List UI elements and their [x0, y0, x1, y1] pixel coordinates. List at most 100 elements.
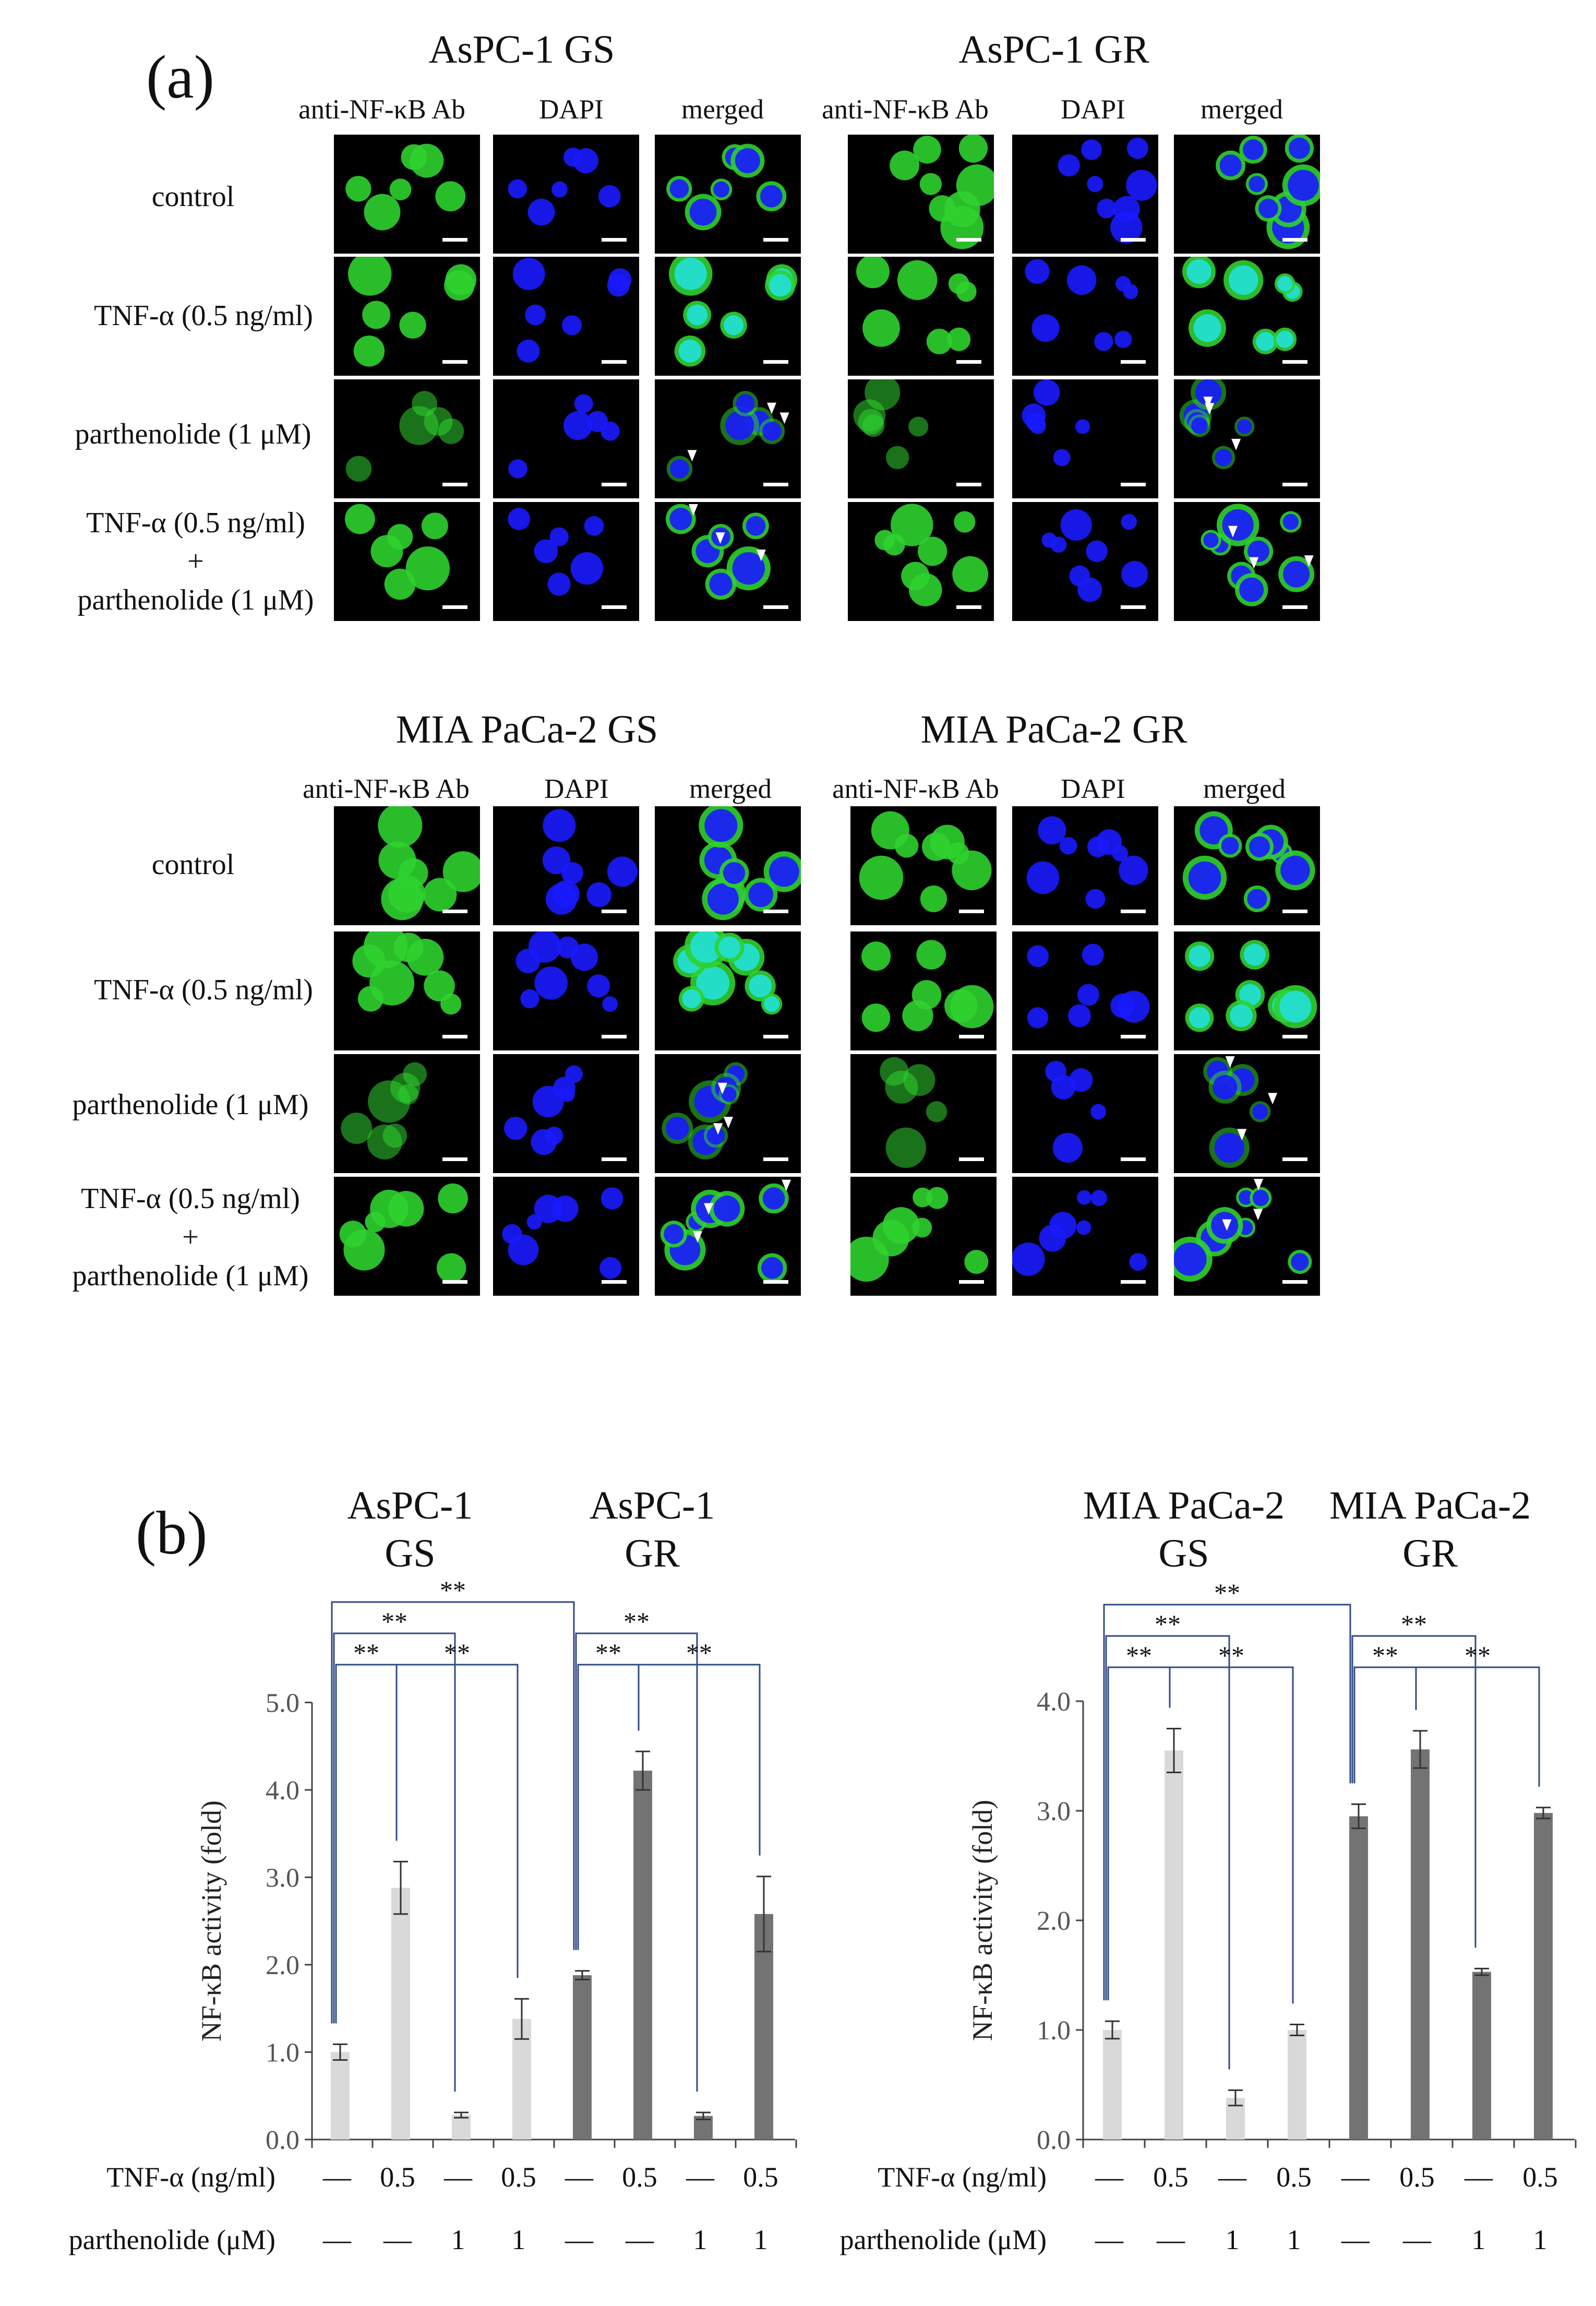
micrograph-nfkb-parthenolide: [850, 1054, 997, 1173]
group-title-line2: GS: [385, 1532, 435, 1575]
significance-label: **: [623, 1607, 650, 1636]
scale-bar: [1121, 360, 1146, 364]
arrowhead-icon: [756, 549, 766, 561]
significance-label: **: [440, 1575, 466, 1605]
row-label-combo-line2: parthenolide (1 μM): [72, 1260, 309, 1292]
parthenolide-value: 1: [1226, 2224, 1240, 2255]
scale-bar: [956, 360, 981, 364]
row-label-parthenolide: parthenolide (1 μM): [75, 418, 311, 450]
scale-bar: [959, 1035, 984, 1038]
micrograph-dapi-parthenolide: [1012, 379, 1158, 498]
group-title-miapaca2-gr: MIA PaCa-2 GR: [920, 708, 1187, 751]
significance-bracket: [335, 1664, 398, 2024]
group-title-line1: MIA PaCa-2: [1329, 1484, 1531, 1527]
tnf-value: —: [443, 2161, 473, 2193]
scale-bar: [956, 605, 981, 609]
significance-label: **: [1218, 1641, 1244, 1670]
micrograph-dapi-control: [493, 806, 639, 925]
significance-label: **: [1465, 1641, 1491, 1670]
scale-bar: [956, 238, 981, 242]
micrograph-nfkb-parthenolide: [334, 379, 480, 498]
micrograph-merged-tnf: [1174, 257, 1320, 376]
micrograph-dapi-control: [493, 135, 639, 254]
scale-bar: [1121, 605, 1146, 609]
micrograph-merged-tnf: [655, 257, 801, 376]
micrograph-nfkb-combo: [334, 502, 480, 621]
tnf-value: —: [1218, 2161, 1247, 2193]
significance-label: **: [1372, 1641, 1398, 1670]
arrowhead-icon: [1203, 397, 1213, 409]
significance-label: **: [444, 1638, 470, 1667]
micrograph-merged-control: [655, 135, 801, 254]
scale-bar: [1121, 483, 1146, 486]
arrowhead-icon: [1249, 557, 1259, 569]
arrowhead-icon: [723, 1117, 733, 1129]
tnf-value: 0.5: [622, 2161, 657, 2193]
micrograph-merged-tnf: [1174, 931, 1320, 1050]
micrograph-merged-control: [1174, 135, 1320, 254]
significance-bracket: [333, 1632, 456, 2092]
tnf-value: —: [686, 2161, 715, 2193]
significance-bracket: [1107, 1666, 1171, 2001]
significance-label: **: [1214, 1578, 1240, 1607]
arrowhead-icon: [779, 412, 789, 424]
group-title-line2: GR: [625, 1532, 680, 1575]
row-label-combo: TNF-α (0.5 ng/ml) + parthenolide (1 μM): [44, 1179, 337, 1295]
group-title-line1: AsPC-1: [590, 1484, 715, 1527]
arrowhead-icon: [717, 1082, 727, 1094]
micrograph-merged-tnf: [655, 931, 801, 1050]
scale-bar: [442, 360, 467, 364]
scale-bar: [763, 1157, 788, 1161]
significance-label: **: [1155, 1609, 1181, 1639]
arrowhead-icon: [687, 450, 697, 462]
micrograph-nfkb-tnf: [334, 257, 480, 376]
row-label-combo: TNF-α (0.5 ng/ml) + parthenolide (1 μM): [50, 504, 342, 619]
micrograph-dapi-parthenolide: [1012, 1054, 1158, 1173]
row-label-combo-line1: TNF-α (0.5 ng/ml): [81, 1182, 300, 1215]
row-label-tnf: TNF-α (0.5 ng/ml): [94, 974, 313, 1006]
parthenolide-value: —: [322, 2224, 352, 2255]
y-tick-label: 2.0: [266, 1951, 299, 1980]
scale-bar: [956, 483, 981, 486]
significance-label: **: [1401, 1609, 1427, 1639]
scale-bar: [763, 605, 788, 609]
parthenolide-value: 1: [1472, 2224, 1486, 2255]
group-title-line1: AsPC-1: [347, 1484, 473, 1527]
scale-bar: [959, 1280, 984, 1284]
significance-label: **: [686, 1638, 712, 1667]
parthenolide-value: 1: [1533, 2224, 1547, 2255]
arrowhead-icon: [1222, 1219, 1232, 1231]
bar: [1288, 2030, 1306, 2140]
bar: [1165, 1750, 1183, 2140]
significance-bracket: [395, 1664, 519, 1978]
col-label-merged: merged: [681, 94, 764, 125]
parthenolide-value: —: [565, 2224, 594, 2255]
col-label-nfkb: anti-NF-κB Ab: [303, 774, 470, 804]
scale-bar: [1282, 238, 1307, 242]
significance-bracket: [1351, 1635, 1477, 1948]
bar: [1472, 1972, 1491, 2140]
parthenolide-value: —: [625, 2224, 654, 2255]
micrograph-dapi-combo: [1012, 502, 1158, 621]
micrograph-dapi-tnf: [1012, 257, 1158, 376]
arrowhead-icon: [767, 402, 777, 414]
tnf-value: —: [1464, 2161, 1493, 2193]
micrograph-dapi-parthenolide: [493, 379, 639, 498]
y-tick-label: 1.0: [1037, 2016, 1071, 2046]
scale-bar: [763, 1035, 788, 1038]
parthenolide-value: —: [1341, 2224, 1370, 2255]
micrograph-merged-parthenolide: [655, 1054, 801, 1173]
group-title-line2: GS: [1158, 1532, 1209, 1575]
group-title-line1: MIA PaCa-2: [1083, 1484, 1285, 1527]
bar: [452, 2115, 471, 2140]
scale-bar: [442, 1157, 467, 1161]
scale-bar: [1121, 1280, 1146, 1284]
y-tick-label: 0.0: [266, 2125, 299, 2155]
tnf-value: 0.5: [1522, 2161, 1558, 2193]
bar: [391, 1887, 410, 2140]
panel-b-letter: (b): [136, 1499, 208, 1567]
col-label-nfkb: anti-NF-κB Ab: [832, 774, 999, 804]
y-tick-label: 2.0: [1037, 1906, 1071, 1936]
